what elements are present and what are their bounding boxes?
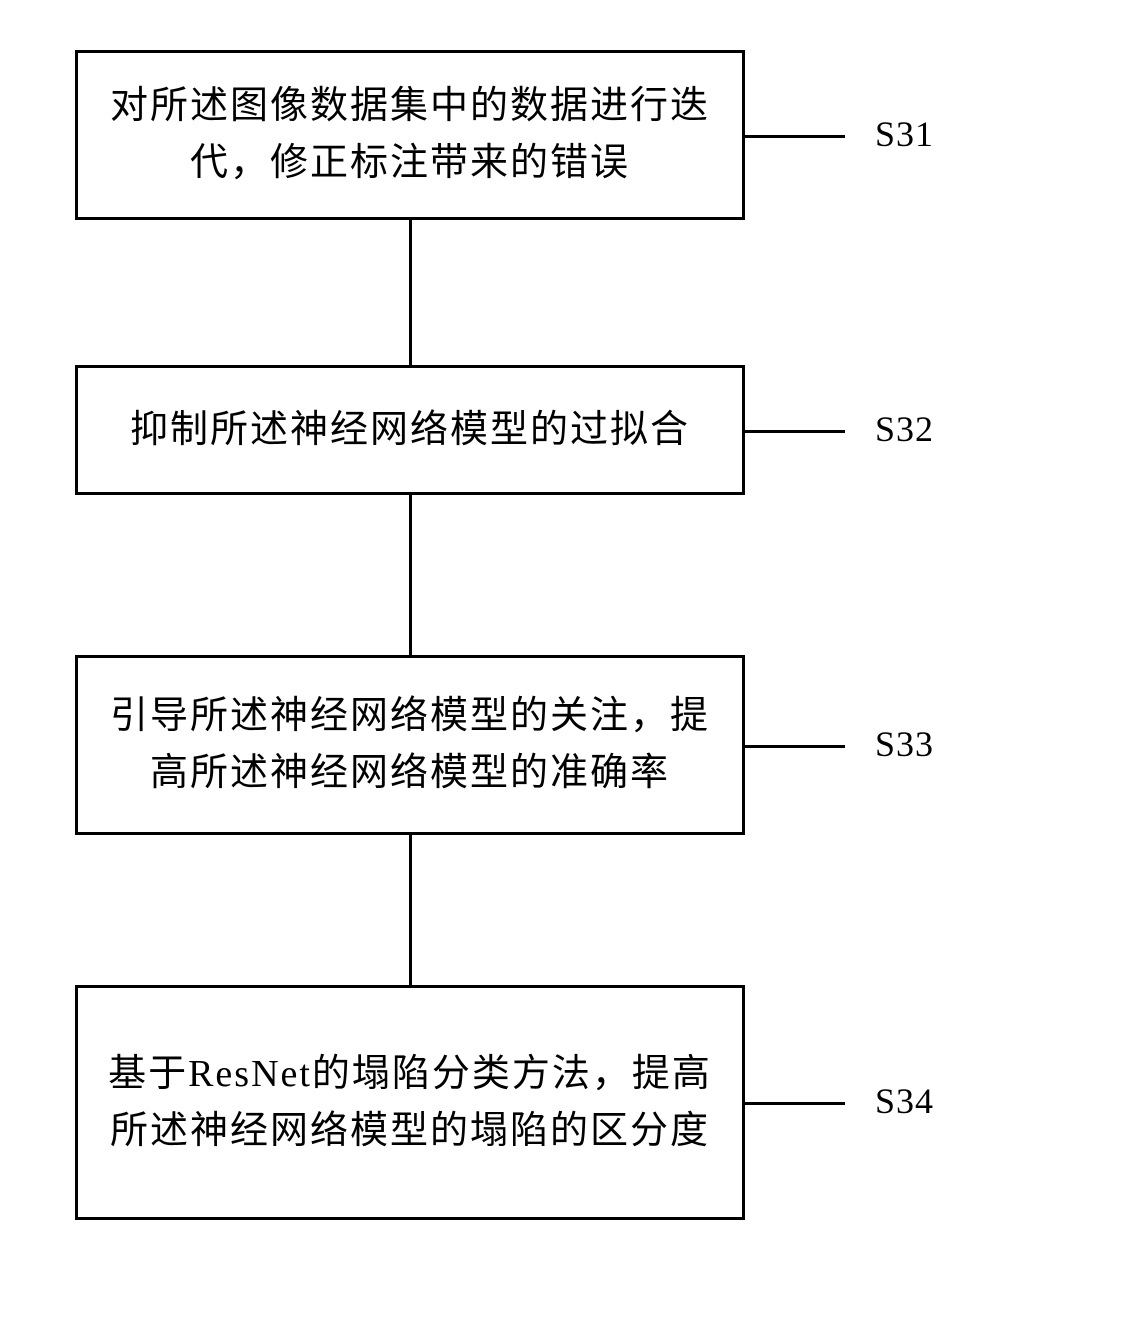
label-connector-s31 [745,135,845,138]
label-connector-s34 [745,1102,845,1105]
flow-box-s33: 引导所述神经网络模型的关注，提高所述神经网络模型的准确率 [75,655,745,835]
flow-box-s34: 基于ResNet的塌陷分类方法，提高所述神经网络模型的塌陷的区分度 [75,985,745,1220]
flow-box-text-s31: 对所述图像数据集中的数据进行迭代，修正标注带来的错误 [108,78,712,192]
step-label-s34: S34 [875,1080,934,1122]
flow-box-text-s34: 基于ResNet的塌陷分类方法，提高所述神经网络模型的塌陷的区分度 [108,1046,712,1160]
label-connector-s32 [745,430,845,433]
flow-box-text-s33: 引导所述神经网络模型的关注，提高所述神经网络模型的准确率 [108,688,712,802]
step-label-s33: S33 [875,723,934,765]
step-label-s31: S31 [875,113,934,155]
connector-1-2 [409,220,412,365]
flow-box-text-s32: 抑制所述神经网络模型的过拟合 [130,402,690,459]
flow-box-s32: 抑制所述神经网络模型的过拟合 [75,365,745,495]
label-connector-s33 [745,745,845,748]
connector-2-3 [409,495,412,655]
flow-box-s31: 对所述图像数据集中的数据进行迭代，修正标注带来的错误 [75,50,745,220]
connector-3-4 [409,835,412,985]
step-label-s32: S32 [875,408,934,450]
